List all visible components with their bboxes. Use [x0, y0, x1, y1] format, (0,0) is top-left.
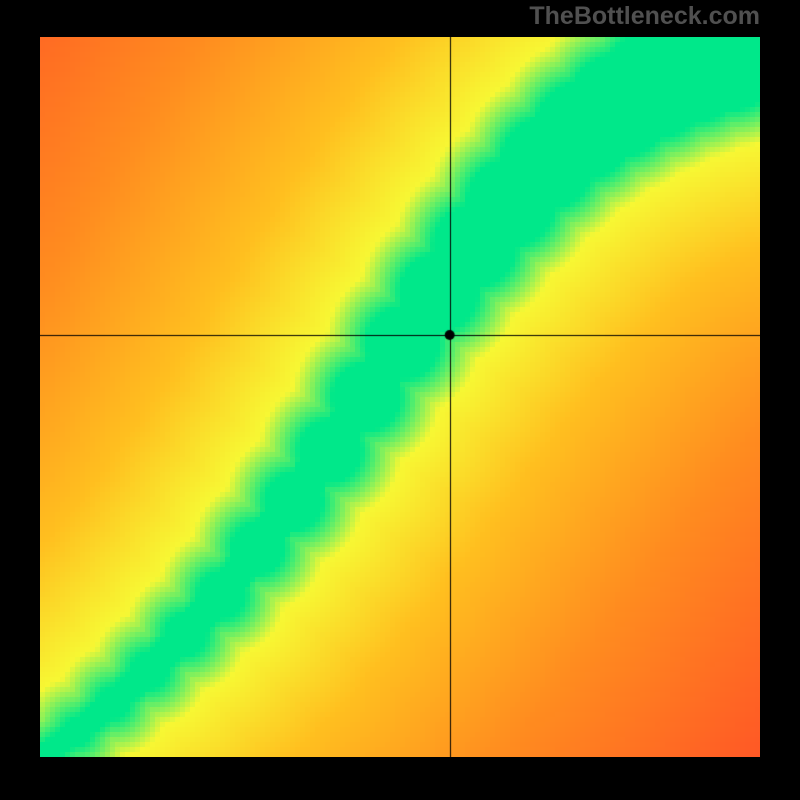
watermark-text: TheBottleneck.com: [529, 2, 760, 31]
bottleneck-heatmap: [40, 37, 760, 757]
